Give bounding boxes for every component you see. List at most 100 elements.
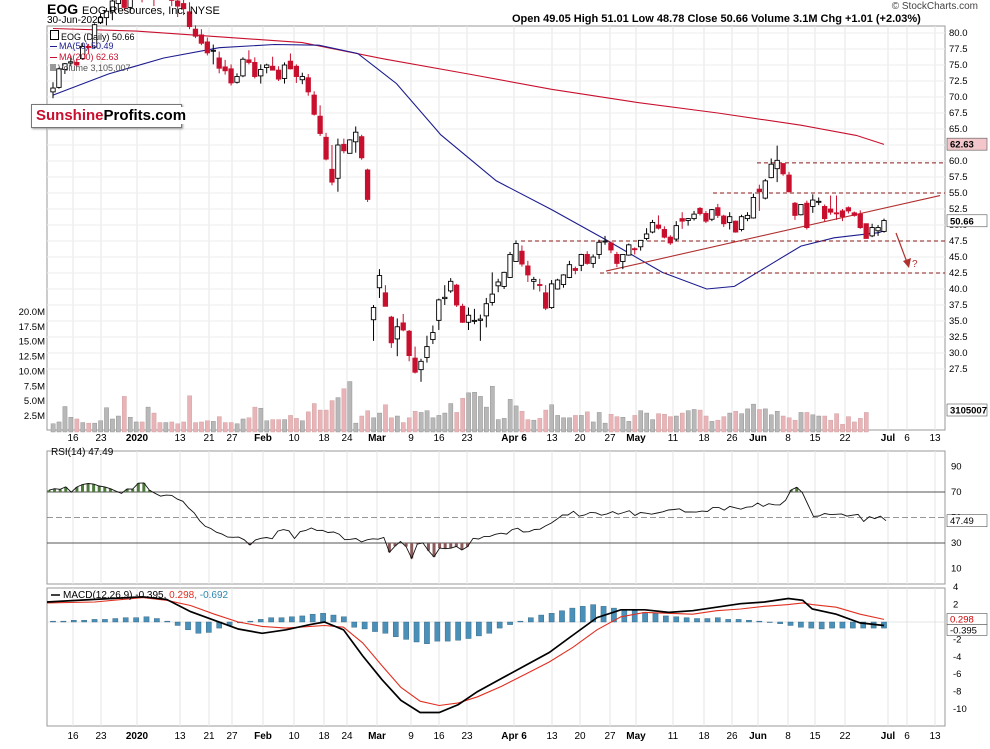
macd-histogram-bar	[840, 622, 845, 628]
candle-body	[644, 234, 648, 238]
volume-bar	[787, 418, 791, 432]
volume-bar	[751, 404, 755, 432]
macd-histogram-bar	[528, 618, 533, 622]
macd-signal-tag: 0.298	[950, 614, 974, 625]
candle-body	[300, 77, 304, 80]
candle-body	[882, 221, 886, 232]
volume-bar	[158, 423, 162, 432]
candle-body	[662, 229, 666, 237]
volume-bar	[431, 418, 435, 432]
candle-body	[217, 58, 221, 68]
candle-body	[638, 240, 642, 246]
volume-bar	[829, 420, 833, 432]
candle-body	[870, 228, 874, 236]
volume-bar	[769, 415, 773, 432]
volume-bar	[241, 419, 245, 432]
candle-body	[852, 213, 856, 216]
x-tick-label-bottom: 27	[604, 731, 616, 742]
x-tick-label-bottom: 11	[668, 731, 679, 742]
volume-bar	[591, 422, 595, 432]
price-tick-label: 40.0	[949, 284, 968, 295]
x-tick-label-bottom: 18	[698, 731, 710, 742]
x-tick-label-bottom: Apr 6	[501, 731, 527, 742]
volume-bar	[817, 416, 821, 432]
rsi-value-tag: 47.49	[950, 516, 974, 527]
volume-bar	[585, 412, 589, 432]
copyright-text: © StockCharts.com	[892, 1, 978, 12]
macd-histogram-bar	[424, 622, 429, 644]
candle-body	[395, 327, 399, 339]
volume-bar	[176, 424, 180, 432]
x-tick-label-bottom: 26	[726, 731, 738, 742]
volume-bar	[277, 420, 281, 432]
x-tick-label-bottom: 27	[226, 731, 238, 742]
x-tick-label-bottom: Jul	[881, 731, 896, 742]
volume-bar	[199, 422, 203, 432]
volume-bar	[312, 404, 316, 432]
candle-body	[775, 160, 779, 168]
volume-bar	[122, 396, 126, 432]
volume-tick-label: 12.5M	[19, 352, 45, 363]
macd-histogram-bar	[684, 618, 689, 622]
macd-histogram-bar	[196, 622, 201, 633]
volume-bar	[330, 401, 334, 432]
volume-bar	[211, 421, 215, 432]
macd-histogram-bar	[82, 620, 87, 622]
volume-bar	[407, 418, 411, 432]
volume-bar	[579, 415, 583, 432]
macd-histogram-bar	[341, 617, 346, 622]
candle-body	[454, 285, 458, 305]
volume-bar	[87, 423, 91, 432]
candle-body	[460, 306, 464, 322]
panel-frame-2	[47, 588, 945, 726]
candle-body	[472, 320, 476, 321]
macd-signal-label: 0.298,	[169, 590, 200, 601]
volume-bar	[710, 421, 714, 432]
rsi-tick-label: 10	[951, 564, 962, 575]
volume-bar	[846, 417, 850, 432]
candle-body	[698, 208, 702, 213]
macd-histogram-bar	[819, 622, 824, 629]
volume-bar	[300, 421, 304, 432]
x-tick-label-top: Feb	[254, 433, 272, 444]
exchange-name: NYSE	[190, 5, 220, 17]
macd-histogram-bar	[92, 619, 97, 622]
volume-tick-label: 5.0M	[24, 396, 45, 407]
volume-bar	[306, 412, 310, 432]
macd-histogram-bar	[746, 620, 751, 622]
macd-histogram-bar	[185, 622, 190, 630]
candle-body	[276, 70, 280, 79]
x-tick-label-top: 18	[318, 433, 330, 444]
candle-body	[490, 294, 494, 302]
candle-body	[674, 226, 678, 239]
candle-body	[496, 282, 500, 286]
x-tick-label-top: 24	[341, 433, 353, 444]
candle-body	[876, 228, 880, 231]
volume-bar	[271, 420, 275, 432]
candle-body	[793, 203, 797, 215]
candle-body	[834, 213, 838, 214]
x-tick-label-bottom: 6	[904, 731, 910, 742]
volume-bar	[461, 398, 465, 432]
candle-body	[549, 284, 553, 308]
panel-frame-1	[47, 451, 945, 584]
x-tick-label-bottom: 23	[461, 731, 473, 742]
volume-bar	[128, 417, 132, 432]
volume-bar	[229, 423, 233, 432]
volume-bar	[734, 411, 738, 432]
x-tick-label-top: 13	[546, 433, 558, 444]
candle-body	[401, 323, 405, 330]
macd-histogram-bar	[300, 616, 305, 622]
volume-bar	[146, 407, 150, 432]
volume-bar	[63, 406, 67, 432]
price-tick-label: 30.0	[949, 348, 968, 359]
volume-bar	[603, 423, 607, 432]
macd-hist-label: -0.692	[200, 590, 229, 601]
price-tick-label: 77.5	[949, 44, 968, 55]
candle-body	[264, 65, 268, 68]
x-tick-label-bottom: 24	[341, 731, 353, 742]
candle-body	[330, 169, 334, 182]
candle-body	[502, 272, 506, 286]
candle-body	[656, 225, 660, 228]
candle-body	[514, 244, 518, 262]
